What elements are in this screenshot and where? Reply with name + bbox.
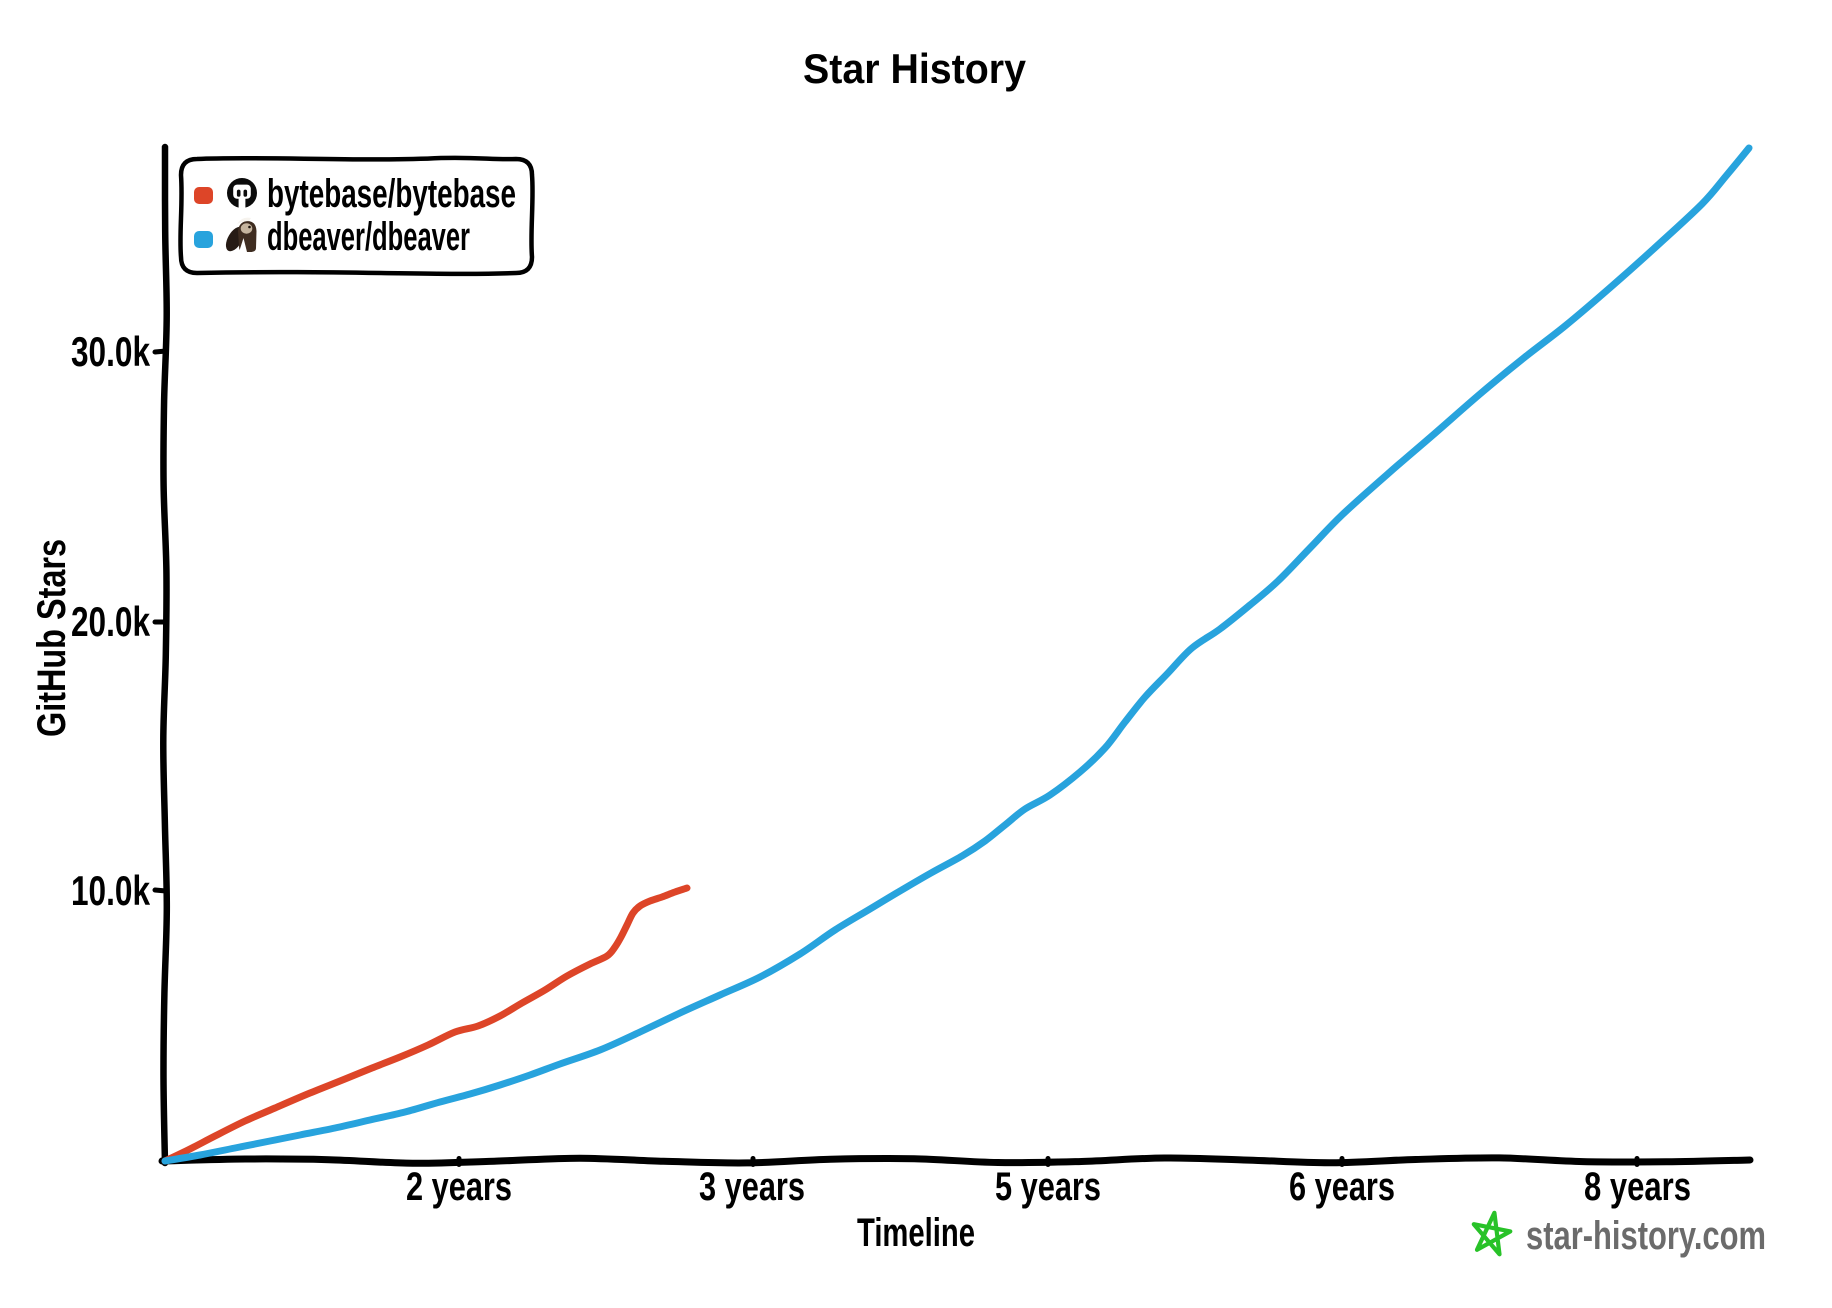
svg-text:Timeline: Timeline <box>857 1211 975 1255</box>
svg-text:star-history.com: star-history.com <box>1526 1214 1766 1258</box>
svg-text:10.0k: 10.0k <box>71 867 150 914</box>
svg-text:GitHub Stars: GitHub Stars <box>30 539 74 737</box>
svg-text:5 years: 5 years <box>995 1165 1101 1209</box>
svg-text:6 years: 6 years <box>1289 1165 1395 1209</box>
svg-text:bytebase/bytebase: bytebase/bytebase <box>267 172 516 216</box>
svg-text:20.0k: 20.0k <box>71 598 150 645</box>
svg-text:30.0k: 30.0k <box>71 328 150 375</box>
svg-text:8 years: 8 years <box>1584 1165 1691 1209</box>
svg-text:3 years: 3 years <box>699 1165 805 1209</box>
svg-text:Star History: Star History <box>803 45 1027 92</box>
svg-text:2 years: 2 years <box>406 1165 512 1209</box>
svg-text:dbeaver/dbeaver: dbeaver/dbeaver <box>267 215 470 259</box>
